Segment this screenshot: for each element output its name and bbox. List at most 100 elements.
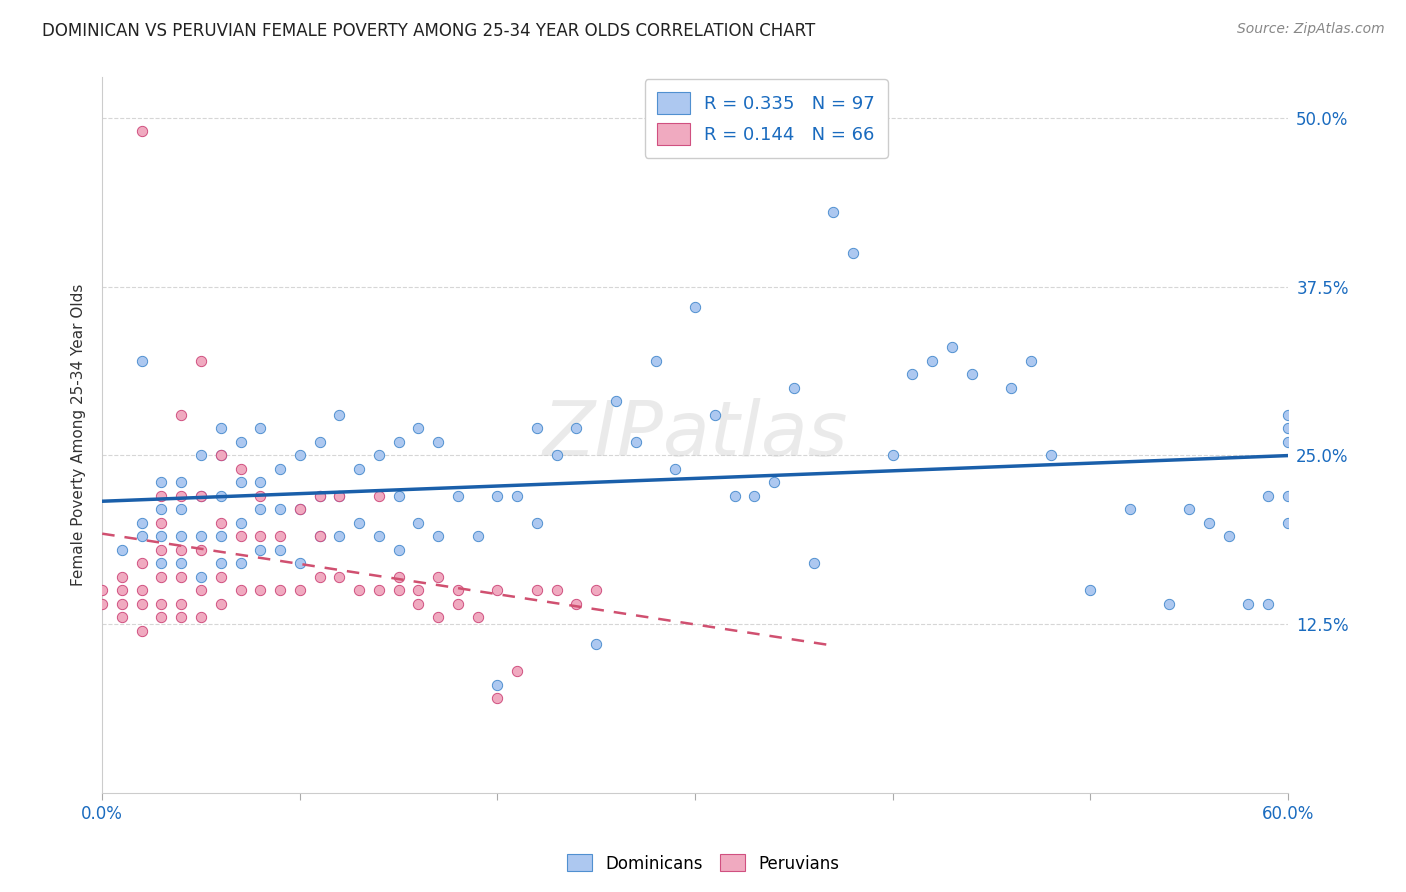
- Point: [921, 354, 943, 368]
- Point: [131, 516, 153, 530]
- Point: [960, 368, 983, 382]
- Point: [308, 570, 330, 584]
- Point: [288, 449, 311, 463]
- Point: [328, 489, 350, 503]
- Point: [111, 583, 134, 598]
- Point: [388, 570, 411, 584]
- Point: [269, 529, 291, 543]
- Point: [526, 516, 548, 530]
- Point: [447, 583, 470, 598]
- Point: [1078, 583, 1101, 598]
- Point: [229, 529, 252, 543]
- Point: [467, 529, 489, 543]
- Point: [447, 597, 470, 611]
- Point: [209, 597, 232, 611]
- Point: [150, 557, 173, 571]
- Point: [565, 421, 588, 435]
- Point: [288, 502, 311, 516]
- Point: [1257, 489, 1279, 503]
- Point: [328, 529, 350, 543]
- Point: [486, 489, 509, 503]
- Point: [288, 583, 311, 598]
- Point: [209, 570, 232, 584]
- Point: [408, 583, 430, 598]
- Point: [842, 246, 865, 260]
- Point: [408, 516, 430, 530]
- Point: [803, 557, 825, 571]
- Point: [744, 489, 766, 503]
- Point: [526, 421, 548, 435]
- Point: [388, 434, 411, 449]
- Point: [783, 381, 806, 395]
- Point: [644, 354, 666, 368]
- Point: [190, 449, 212, 463]
- Point: [408, 597, 430, 611]
- Point: [347, 462, 370, 476]
- Point: [150, 543, 173, 558]
- Point: [150, 570, 173, 584]
- Point: [565, 597, 588, 611]
- Point: [269, 583, 291, 598]
- Point: [546, 583, 568, 598]
- Point: [486, 583, 509, 598]
- Point: [150, 475, 173, 490]
- Point: [150, 516, 173, 530]
- Point: [249, 529, 271, 543]
- Point: [1119, 502, 1142, 516]
- Point: [249, 583, 271, 598]
- Point: [249, 421, 271, 435]
- Point: [427, 610, 450, 624]
- Point: [229, 434, 252, 449]
- Point: [1277, 408, 1299, 422]
- Point: [190, 489, 212, 503]
- Point: [190, 543, 212, 558]
- Point: [546, 449, 568, 463]
- Point: [506, 489, 529, 503]
- Point: [170, 610, 193, 624]
- Point: [605, 394, 627, 409]
- Point: [249, 475, 271, 490]
- Point: [1019, 354, 1042, 368]
- Point: [1178, 502, 1201, 516]
- Point: [328, 570, 350, 584]
- Point: [91, 597, 114, 611]
- Point: [308, 489, 330, 503]
- Point: [1277, 421, 1299, 435]
- Point: [190, 529, 212, 543]
- Point: [131, 124, 153, 138]
- Point: [209, 529, 232, 543]
- Point: [150, 529, 173, 543]
- Point: [308, 529, 330, 543]
- Point: [486, 691, 509, 706]
- Point: [624, 434, 647, 449]
- Point: [150, 489, 173, 503]
- Point: [209, 489, 232, 503]
- Point: [269, 543, 291, 558]
- Point: [427, 434, 450, 449]
- Point: [229, 583, 252, 598]
- Point: [249, 489, 271, 503]
- Text: Source: ZipAtlas.com: Source: ZipAtlas.com: [1237, 22, 1385, 37]
- Point: [367, 529, 389, 543]
- Point: [150, 502, 173, 516]
- Point: [190, 354, 212, 368]
- Point: [388, 583, 411, 598]
- Legend: Dominicans, Peruvians: Dominicans, Peruvians: [561, 847, 845, 880]
- Point: [131, 557, 153, 571]
- Point: [288, 502, 311, 516]
- Point: [170, 475, 193, 490]
- Point: [1277, 489, 1299, 503]
- Legend: R = 0.335   N = 97, R = 0.144   N = 66: R = 0.335 N = 97, R = 0.144 N = 66: [645, 79, 887, 158]
- Point: [170, 570, 193, 584]
- Point: [269, 462, 291, 476]
- Point: [308, 434, 330, 449]
- Point: [683, 300, 706, 314]
- Point: [941, 341, 963, 355]
- Point: [288, 557, 311, 571]
- Point: [703, 408, 725, 422]
- Point: [170, 543, 193, 558]
- Text: DOMINICAN VS PERUVIAN FEMALE POVERTY AMONG 25-34 YEAR OLDS CORRELATION CHART: DOMINICAN VS PERUVIAN FEMALE POVERTY AMO…: [42, 22, 815, 40]
- Point: [131, 583, 153, 598]
- Point: [328, 408, 350, 422]
- Point: [585, 638, 607, 652]
